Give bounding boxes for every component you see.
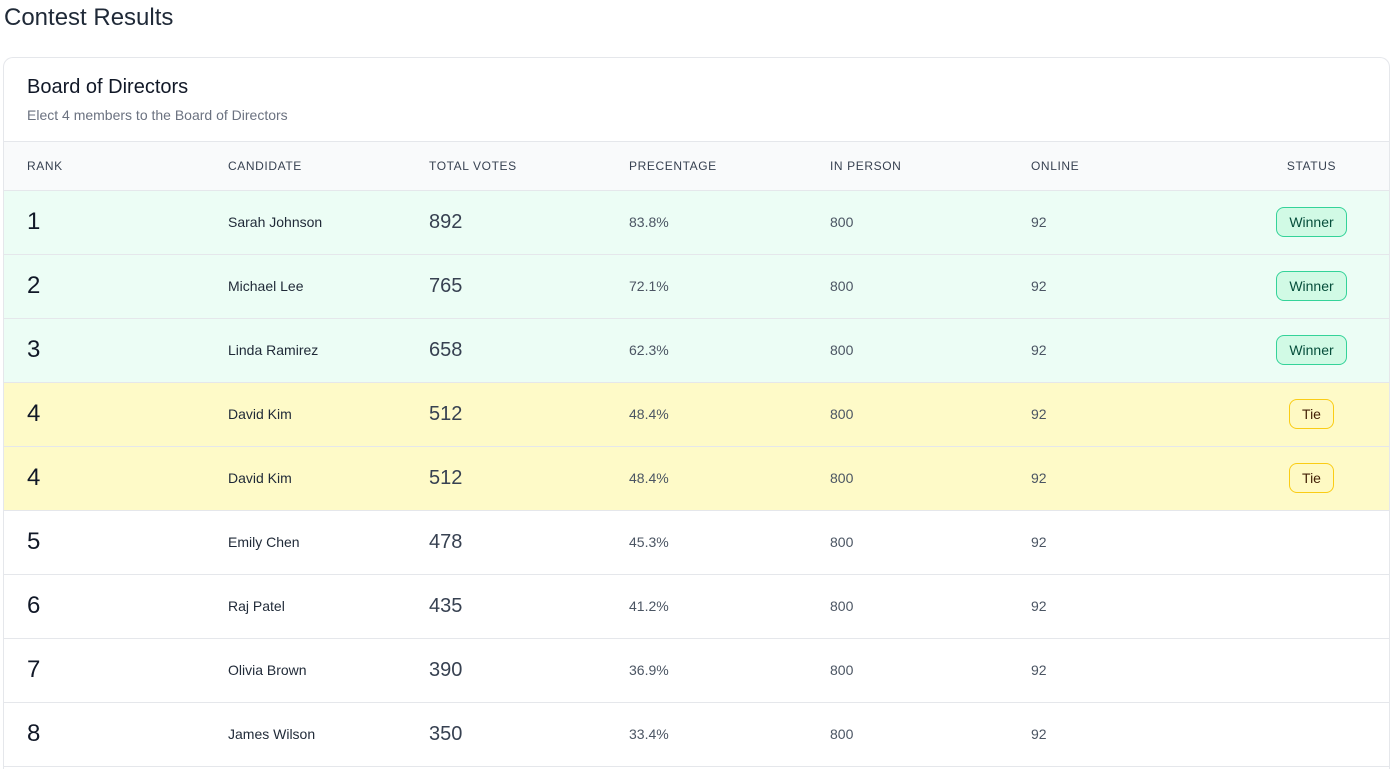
in-person-votes: 800 xyxy=(830,278,854,294)
online-votes: 92 xyxy=(1031,278,1047,294)
rank-cell: 3 xyxy=(27,336,41,363)
in-person-votes: 800 xyxy=(830,662,854,678)
table-row: 3 Linda Ramirez 658 62.3% 800 92 Winner xyxy=(4,318,1389,382)
rank-cell: 4 xyxy=(27,400,41,427)
header-status: STATUS xyxy=(1286,158,1337,173)
status-cell xyxy=(1232,574,1389,638)
table-row: 8 James Wilson 350 33.4% 800 92 xyxy=(4,702,1389,766)
total-votes: 350 xyxy=(429,722,463,745)
percentage: 45.3% xyxy=(629,534,669,550)
in-person-votes: 800 xyxy=(830,342,854,358)
percentage: 36.9% xyxy=(629,662,669,678)
percentage: 72.1% xyxy=(629,278,669,294)
status-cell: Winner xyxy=(1232,190,1389,254)
percentage: 83.8% xyxy=(629,214,669,230)
candidate-name: Linda Ramirez xyxy=(228,342,319,358)
status-cell: Winner xyxy=(1232,318,1389,382)
page-title: Contest Results xyxy=(4,4,174,31)
header-candidate: CANDIDATE xyxy=(228,158,302,173)
status-cell: Tie xyxy=(1232,382,1389,446)
table-row: 6 Raj Patel 435 41.2% 800 92 xyxy=(4,574,1389,638)
online-votes: 92 xyxy=(1031,662,1047,678)
total-votes: 658 xyxy=(429,338,463,361)
candidate-name: Michael Lee xyxy=(228,278,304,294)
table-row: 2 Michael Lee 765 72.1% 800 92 Winner xyxy=(4,254,1389,318)
total-votes: 765 xyxy=(429,274,463,297)
candidate-name: Emily Chen xyxy=(228,534,300,550)
status-badge: Winner xyxy=(1276,271,1347,301)
in-person-votes: 800 xyxy=(830,534,854,550)
status-cell: Tie xyxy=(1232,446,1389,510)
card-header: Board of Directors Elect 4 members to th… xyxy=(4,58,1389,142)
total-votes: 512 xyxy=(429,402,463,425)
total-votes: 478 xyxy=(429,530,463,553)
table-row: 7 Olivia Brown 390 36.9% 800 92 xyxy=(4,638,1389,702)
candidate-name: James Wilson xyxy=(228,726,316,742)
rank-cell: 2 xyxy=(27,272,41,299)
total-votes: 435 xyxy=(429,594,463,617)
header-row: RANK CANDIDATE TOTAL VOTES PRECENTAGE IN… xyxy=(4,142,1389,190)
in-person-votes: 800 xyxy=(830,214,854,230)
table-row: 4 David Kim 512 48.4% 800 92 Tie xyxy=(4,446,1389,510)
table-body: 1 Sarah Johnson 892 83.8% 800 92 Winner 2 Michae… xyxy=(4,190,1389,766)
online-votes: 92 xyxy=(1031,214,1047,230)
online-votes: 92 xyxy=(1031,598,1047,614)
rank-cell: 6 xyxy=(27,592,41,619)
percentage: 33.4% xyxy=(629,726,669,742)
in-person-votes: 800 xyxy=(830,406,854,422)
online-votes: 92 xyxy=(1031,470,1047,486)
header-rank: RANK xyxy=(27,158,63,173)
online-votes: 92 xyxy=(1031,534,1047,550)
rank-cell: 8 xyxy=(27,720,41,747)
online-votes: 92 xyxy=(1031,342,1047,358)
header-total-votes: TOTAL VOTES xyxy=(429,158,517,173)
status-cell xyxy=(1232,510,1389,574)
percentage: 48.4% xyxy=(629,406,669,422)
table-row: 5 Emily Chen 478 45.3% 800 92 xyxy=(4,510,1389,574)
percentage: 62.3% xyxy=(629,342,669,358)
candidate-name: Sarah Johnson xyxy=(228,214,323,230)
results-table: RANK CANDIDATE TOTAL VOTES PRECENTAGE IN… xyxy=(4,142,1389,767)
status-cell: Winner xyxy=(1232,254,1389,318)
table-row: 4 David Kim 512 48.4% 800 92 Tie xyxy=(4,382,1389,446)
candidate-name: David Kim xyxy=(228,470,292,486)
percentage: 41.2% xyxy=(629,598,669,614)
status-badge: Tie xyxy=(1289,463,1334,493)
candidate-name: Olivia Brown xyxy=(228,662,307,678)
table-row: 1 Sarah Johnson 892 83.8% 800 92 Winner xyxy=(4,190,1389,254)
in-person-votes: 800 xyxy=(830,726,854,742)
status-cell xyxy=(1232,638,1389,702)
status-badge: Tie xyxy=(1289,399,1334,429)
in-person-votes: 800 xyxy=(830,598,854,614)
total-votes: 892 xyxy=(429,210,463,233)
status-badge: Winner xyxy=(1276,335,1347,365)
status-cell xyxy=(1232,702,1389,766)
contest-title: Board of Directors xyxy=(27,76,189,98)
rank-cell: 1 xyxy=(27,208,41,235)
contest-subtitle: Elect 4 members to the Board of Director… xyxy=(27,107,288,123)
online-votes: 92 xyxy=(1031,726,1047,742)
rank-cell: 7 xyxy=(27,656,41,683)
percentage: 48.4% xyxy=(629,470,669,486)
total-votes: 390 xyxy=(429,658,463,681)
header-in-person: IN PERSON xyxy=(830,158,902,173)
candidate-name: David Kim xyxy=(228,406,292,422)
candidate-name: Raj Patel xyxy=(228,598,285,614)
rank-cell: 4 xyxy=(27,464,41,491)
header-percentage: PRECENTAGE xyxy=(629,158,717,173)
rank-cell: 5 xyxy=(27,528,41,555)
header-online: ONLINE xyxy=(1031,158,1080,173)
in-person-votes: 800 xyxy=(830,470,854,486)
table-header: RANK CANDIDATE TOTAL VOTES PRECENTAGE IN… xyxy=(4,142,1389,190)
total-votes: 512 xyxy=(429,466,463,489)
online-votes: 92 xyxy=(1031,406,1047,422)
contest-results-card: Board of Directors Elect 4 members to th… xyxy=(3,57,1390,769)
status-badge: Winner xyxy=(1276,207,1347,237)
